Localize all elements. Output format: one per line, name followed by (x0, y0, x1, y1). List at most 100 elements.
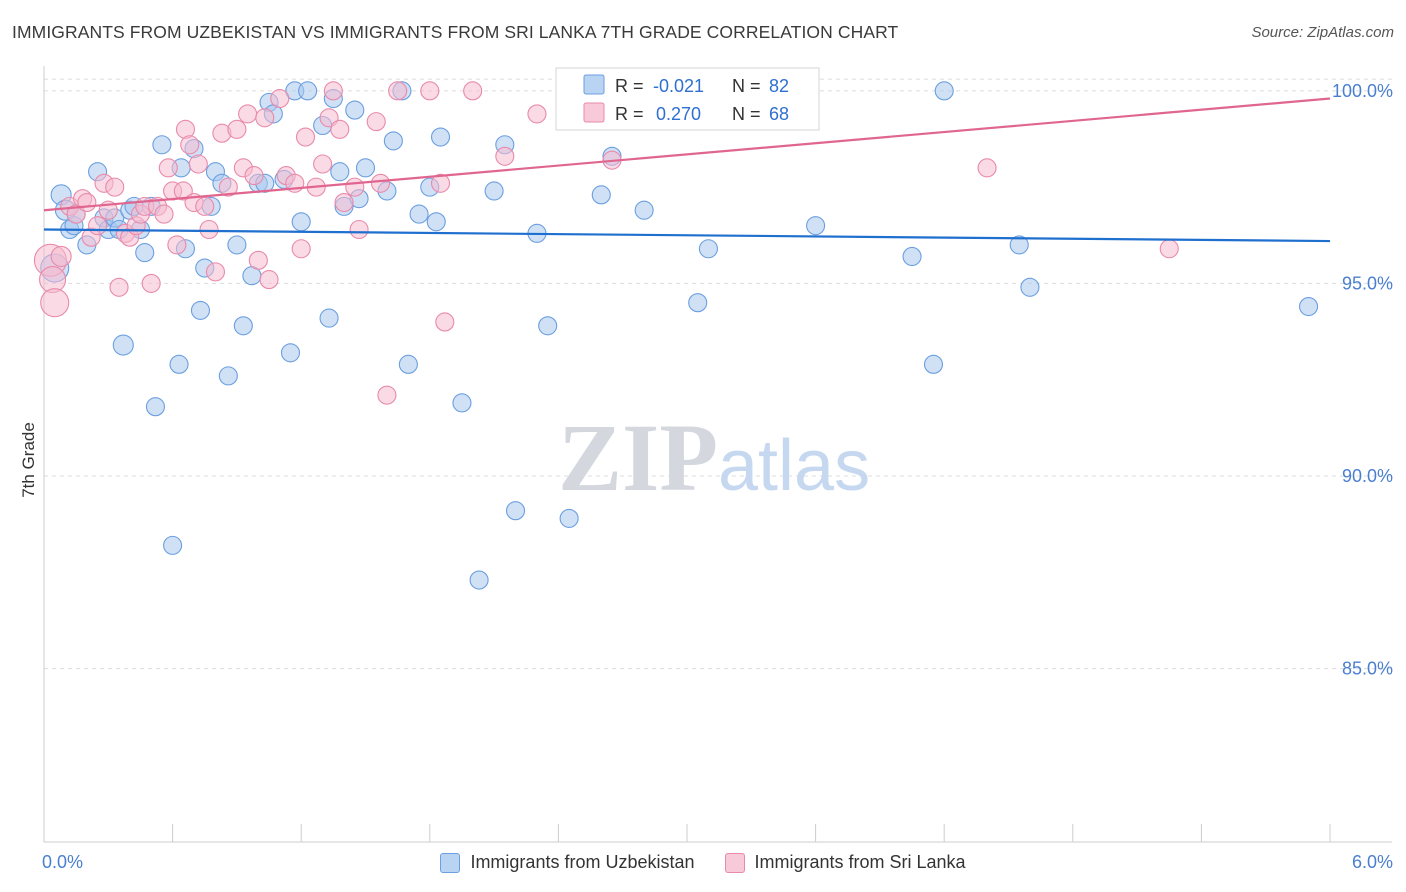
sri-lanka-point-62 (463, 81, 483, 101)
stats-swatch-pink (583, 102, 605, 123)
uzbekistan-point-74 (902, 246, 922, 267)
uzbekistan-point-17 (152, 135, 172, 155)
sri-lanka-point-7 (77, 192, 97, 213)
uzbekistan-point-59 (484, 181, 504, 201)
uzbekistan-point-56 (430, 127, 451, 147)
uzbekistan-point-63 (538, 316, 558, 336)
sri-lanka-point-61 (435, 312, 455, 332)
uzbekistan-point-71 (698, 239, 718, 259)
uzbekistan-point-14 (135, 243, 155, 263)
stats-r-value-blue: -0.021 (653, 76, 704, 96)
sri-lanka-point-60 (430, 173, 451, 193)
sri-lanka-point-12 (105, 177, 125, 197)
uzbekistan-point-78 (1020, 277, 1040, 297)
uzbekistan-point-61 (505, 501, 526, 521)
sri-lanka-point-40 (255, 108, 275, 128)
series-uzbekistan-points (40, 81, 1319, 590)
legend-label-sri-lanka: Immigrants from Sri Lanka (754, 852, 966, 872)
uzbekistan-point-23 (190, 300, 211, 320)
stats-box: R = -0.021 N = 82 R = 0.270 N = 68 (555, 67, 820, 131)
uzbekistan-point-40 (298, 81, 318, 101)
sri-lanka-point-45 (291, 239, 311, 259)
sri-lanka-point-53 (345, 177, 365, 197)
sri-lanka-point-59 (420, 81, 440, 101)
y-tick-label-1: 90.0% (1342, 466, 1393, 486)
x-tick-label-0: 0.0% (42, 852, 83, 872)
sri-lanka-point-9 (88, 216, 108, 236)
sri-lanka-point-42 (270, 88, 290, 109)
uzbekistan-point-29 (227, 235, 247, 255)
trend-lines (43, 97, 1331, 243)
uzbekistan-point-30 (233, 316, 253, 336)
x-tick-label-1: 6.0% (1352, 852, 1393, 872)
stats-r-value-pink: 0.270 (656, 104, 701, 124)
uzbekistan-point-16 (145, 397, 166, 417)
sri-lanka-point-46 (295, 127, 316, 147)
y-tick-label-2: 95.0% (1342, 273, 1393, 293)
legend-swatch-pink (724, 852, 745, 873)
sri-lanka-point-67 (1159, 239, 1179, 259)
y-tick-labels: 85.0% 90.0% 95.0% 100.0% (1332, 81, 1393, 679)
sri-lanka-point-55 (366, 112, 386, 132)
sri-lanka-point-31 (199, 219, 219, 240)
uzbekistan-point-19 (169, 354, 189, 374)
sri-lanka-point-51 (330, 119, 350, 139)
sri-lanka-point-3 (50, 245, 72, 268)
sri-lanka-point-48 (313, 154, 333, 174)
legend-item-uzbekistan[interactable]: Immigrants from Uzbekistan (440, 852, 695, 873)
uzbekistan-point-52 (398, 354, 418, 374)
sri-lanka-point-58 (388, 81, 408, 101)
uzbekistan-point-75 (923, 354, 944, 374)
sri-lanka-point-39 (248, 250, 268, 270)
uzbekistan-trend-line (43, 228, 1331, 243)
sri-lanka-point-38 (244, 166, 264, 186)
uzbekistan-point-50 (383, 131, 403, 151)
stats-r-label-blue: R = (615, 76, 644, 96)
sri-lanka-point-34 (218, 177, 238, 197)
legend-item-sri-lanka[interactable]: Immigrants from Sri Lanka (724, 852, 966, 873)
sri-lanka-point-13 (109, 277, 129, 297)
uzbekistan-point-53 (409, 204, 429, 224)
uzbekistan-point-18 (163, 535, 183, 555)
uzbekistan-point-77 (1009, 235, 1029, 255)
uzbekistan-point-48 (355, 158, 376, 178)
watermark: ZIP atlas (558, 404, 870, 511)
sri-lanka-point-22 (158, 158, 178, 178)
axes (43, 66, 1392, 843)
uzbekistan-point-28 (218, 366, 238, 386)
uzbekistan-point-11 (112, 334, 134, 356)
sri-lanka-point-66 (977, 158, 997, 178)
sri-lanka-point-56 (370, 173, 391, 193)
uzbekistan-point-58 (469, 570, 489, 590)
stats-n-label-pink: N = (732, 104, 761, 124)
uzbekistan-point-79 (1299, 296, 1319, 317)
sri-lanka-point-41 (259, 270, 279, 290)
legend: Immigrants from Uzbekistan Immigrants fr… (0, 852, 1406, 873)
sri-lanka-point-2 (40, 288, 70, 318)
sri-lanka-point-54 (349, 219, 369, 240)
x-tick-labels: 0.0% 6.0% (42, 852, 1393, 872)
stats-n-label-blue: N = (732, 76, 761, 96)
uzbekistan-point-44 (330, 162, 350, 182)
uzbekistan-point-46 (345, 100, 365, 120)
sri-lanka-point-29 (188, 154, 208, 174)
legend-swatch-blue (440, 852, 461, 873)
stats-r-label-pink: R = (615, 104, 644, 124)
sri-lanka-point-63 (495, 146, 515, 166)
source-label: Source: ZipAtlas.com (1251, 24, 1394, 41)
sri-lanka-point-27 (180, 135, 200, 155)
sri-lanka-point-50 (323, 81, 343, 101)
watermark-zip: ZIP (558, 404, 718, 511)
uzbekistan-point-55 (426, 212, 446, 232)
y-tick-label-0: 85.0% (1342, 659, 1393, 679)
stats-swatch-blue (583, 74, 605, 95)
uzbekistan-point-57 (452, 393, 472, 413)
watermark-atlas: atlas (718, 426, 870, 506)
uzbekistan-point-37 (280, 343, 301, 363)
sri-lanka-point-35 (227, 119, 247, 139)
uzbekistan-point-70 (688, 293, 708, 313)
uzbekistan-point-73 (806, 216, 826, 236)
y-axis-label: 7th Grade (19, 422, 38, 498)
sri-lanka-point-19 (141, 273, 161, 293)
legend-label-uzbekistan: Immigrants from Uzbekistan (470, 852, 695, 872)
